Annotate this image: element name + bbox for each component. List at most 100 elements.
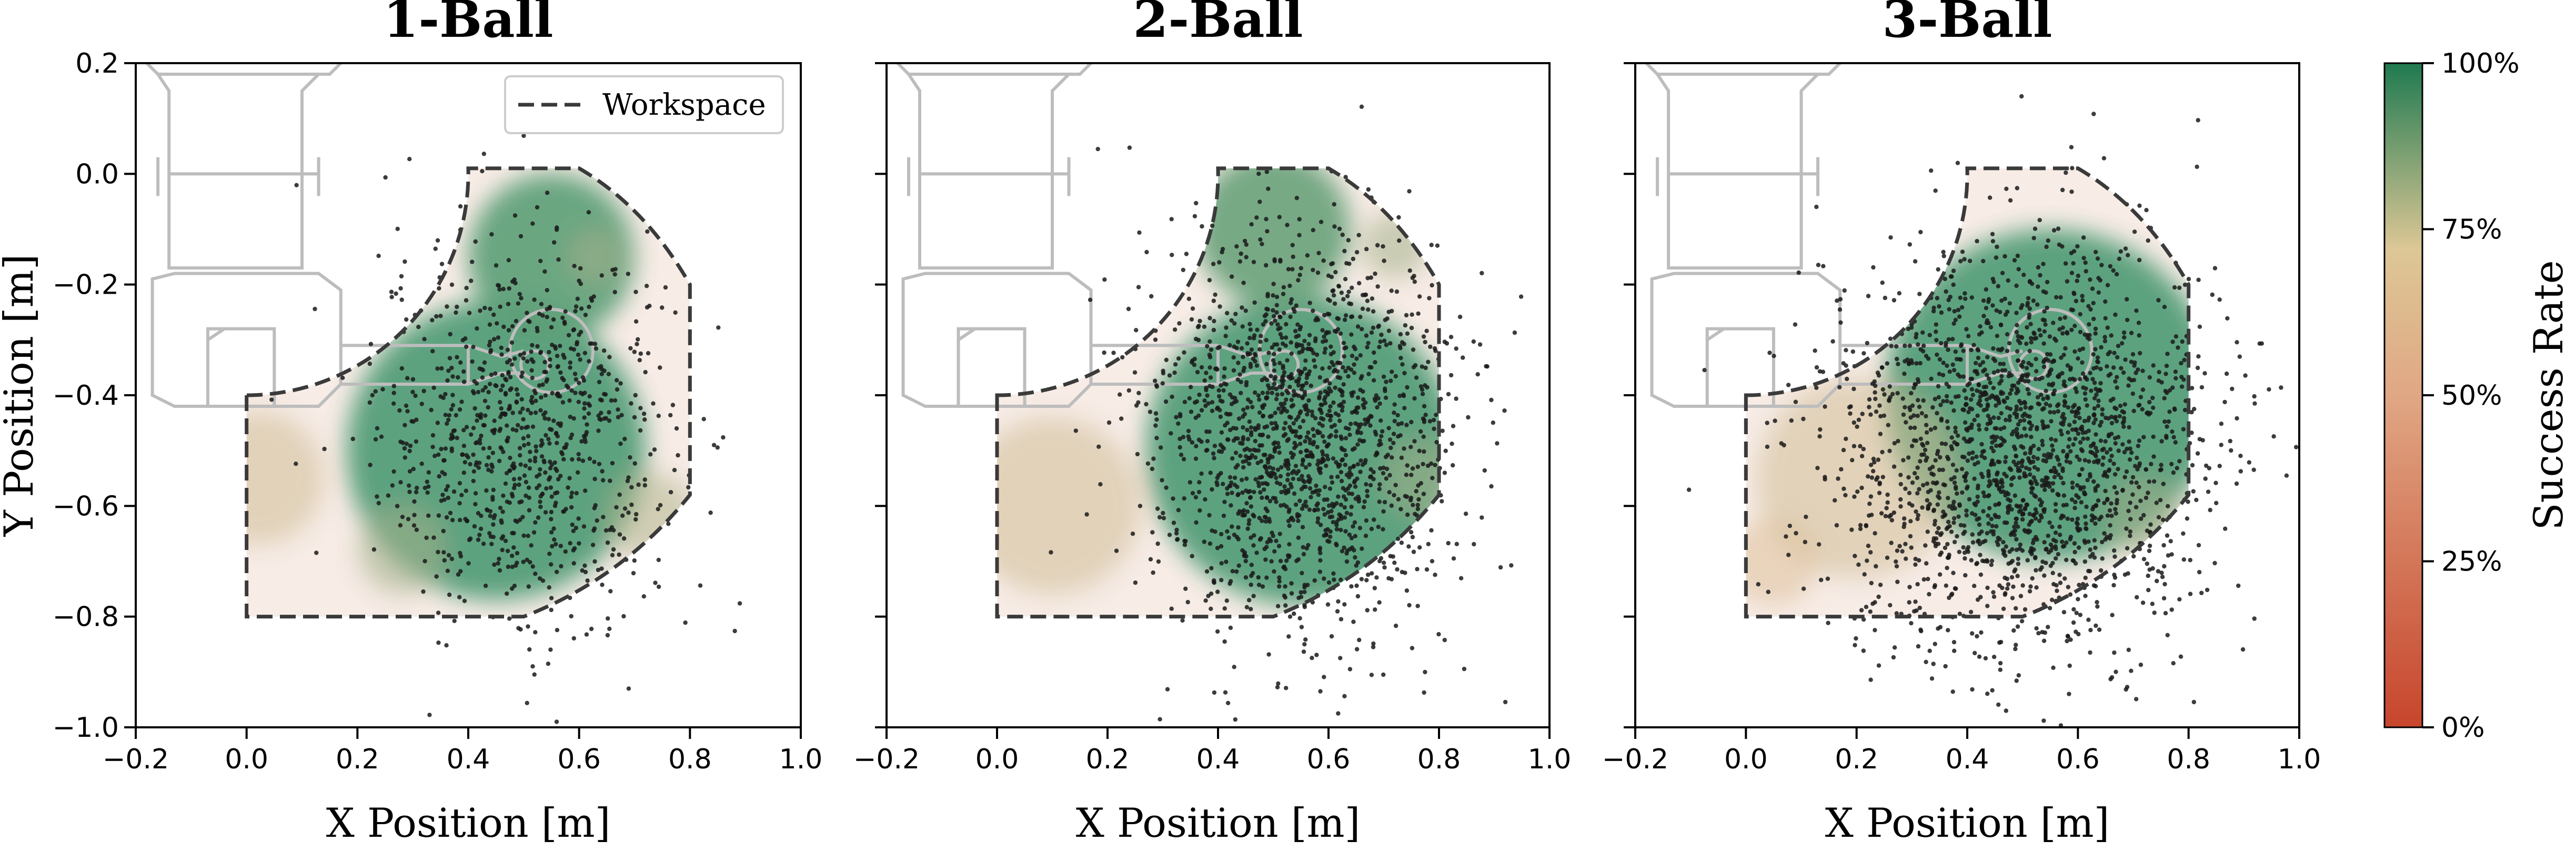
scatter-point xyxy=(1448,373,1454,378)
scatter-point xyxy=(2146,588,2151,593)
scatter-point xyxy=(1164,357,1169,363)
scatter-point xyxy=(2074,610,2079,615)
scatter-point xyxy=(599,364,603,369)
scatter-point xyxy=(2041,638,2047,643)
scatter-point xyxy=(1296,368,1301,373)
scatter-point xyxy=(2132,464,2138,468)
scatter-point xyxy=(2083,575,2088,580)
scatter-point xyxy=(647,304,652,308)
scatter-point xyxy=(1969,376,1975,382)
scatter-point xyxy=(1963,291,1967,296)
scatter-point xyxy=(1262,487,1266,492)
scatter-point xyxy=(1386,426,1391,430)
scatter-point xyxy=(1933,458,1938,463)
scatter-point xyxy=(2006,374,2011,378)
scatter-point xyxy=(2165,352,2170,356)
scatter-point xyxy=(555,434,560,439)
scatter-point xyxy=(1244,476,1249,481)
scatter-point xyxy=(1891,298,1897,303)
scatter-point xyxy=(2040,559,2045,564)
scatter-point xyxy=(2192,407,2197,412)
scatter-point xyxy=(510,279,515,284)
scatter-point xyxy=(1978,324,1983,329)
scatter-point xyxy=(1274,499,1279,504)
success-region xyxy=(246,412,325,545)
scatter-point xyxy=(2014,311,2019,315)
scatter-point xyxy=(1397,394,1402,398)
scatter-point xyxy=(1946,496,1950,500)
scatter-point xyxy=(1267,537,1272,542)
scatter-point xyxy=(2042,487,2047,492)
scatter-point xyxy=(633,289,638,294)
scatter-point xyxy=(445,484,450,489)
scatter-point xyxy=(488,514,492,518)
scatter-point xyxy=(294,183,299,187)
scatter-point xyxy=(571,328,576,333)
scatter-point xyxy=(422,337,427,342)
scatter-point xyxy=(2135,595,2139,600)
scatter-point xyxy=(1277,584,1282,589)
scatter-point xyxy=(2042,630,2047,635)
scatter-point xyxy=(1258,490,1263,495)
scatter-point xyxy=(1998,443,2003,448)
scatter-point xyxy=(400,515,405,519)
scatter-point xyxy=(1866,294,1871,298)
scatter-point xyxy=(2066,405,2070,410)
scatter-point xyxy=(1364,247,1369,252)
scatter-point xyxy=(1995,334,1999,338)
scatter-point xyxy=(547,552,552,556)
scatter-point xyxy=(1901,458,1906,463)
scatter-point xyxy=(2068,460,2072,465)
scatter-point xyxy=(1259,475,1264,479)
scatter-point xyxy=(1331,369,1336,374)
scatter-point xyxy=(1244,255,1249,259)
scatter-point xyxy=(2007,418,2012,423)
scatter-point xyxy=(589,296,593,301)
scatter-point xyxy=(552,344,558,349)
scatter-point xyxy=(548,459,552,464)
scatter-point xyxy=(1392,560,1397,565)
scatter-point xyxy=(1420,364,1424,369)
scatter-point xyxy=(469,432,474,437)
scatter-point xyxy=(2033,516,2038,521)
scatter-point xyxy=(1957,374,1963,379)
scatter-point xyxy=(2072,377,2077,382)
scatter-point xyxy=(2134,505,2139,509)
scatter-point xyxy=(478,437,482,442)
scatter-point xyxy=(567,476,572,480)
scatter-point xyxy=(1224,325,1229,330)
scatter-point xyxy=(538,499,542,504)
scatter-point xyxy=(1310,413,1315,418)
scatter-point xyxy=(432,454,437,458)
scatter-point xyxy=(1386,576,1391,581)
scatter-point xyxy=(1241,355,1245,359)
scatter-point xyxy=(1943,276,1947,282)
scatter-point xyxy=(1263,319,1268,324)
scatter-point xyxy=(2106,416,2111,421)
scatter-point xyxy=(2072,541,2077,546)
scatter-point xyxy=(566,333,571,338)
scatter-point xyxy=(294,462,298,466)
scatter-point xyxy=(548,485,554,490)
scatter-point xyxy=(1306,372,1311,377)
scatter-point xyxy=(1969,425,1974,430)
scatter-point xyxy=(562,355,567,360)
scatter-point xyxy=(2040,419,2045,424)
x-tick-label: −0.2 xyxy=(853,744,920,775)
scatter-point xyxy=(1907,585,1912,589)
scatter-point xyxy=(1346,365,1351,371)
scatter-point xyxy=(1189,317,1194,322)
scatter-point xyxy=(1331,571,1336,576)
scatter-point xyxy=(1318,558,1323,563)
scatter-point xyxy=(512,584,517,588)
scatter-point xyxy=(1303,485,1308,489)
scatter-point xyxy=(373,437,378,442)
scatter-point xyxy=(2049,419,2054,424)
scatter-point xyxy=(1423,669,1427,675)
scatter-point xyxy=(2120,488,2125,493)
panel-title: 3-Ball xyxy=(1883,0,2052,49)
scatter-point xyxy=(2160,575,2165,579)
scatter-point xyxy=(555,468,559,473)
scatter-point xyxy=(2014,404,2019,409)
scatter-point xyxy=(2097,517,2102,522)
